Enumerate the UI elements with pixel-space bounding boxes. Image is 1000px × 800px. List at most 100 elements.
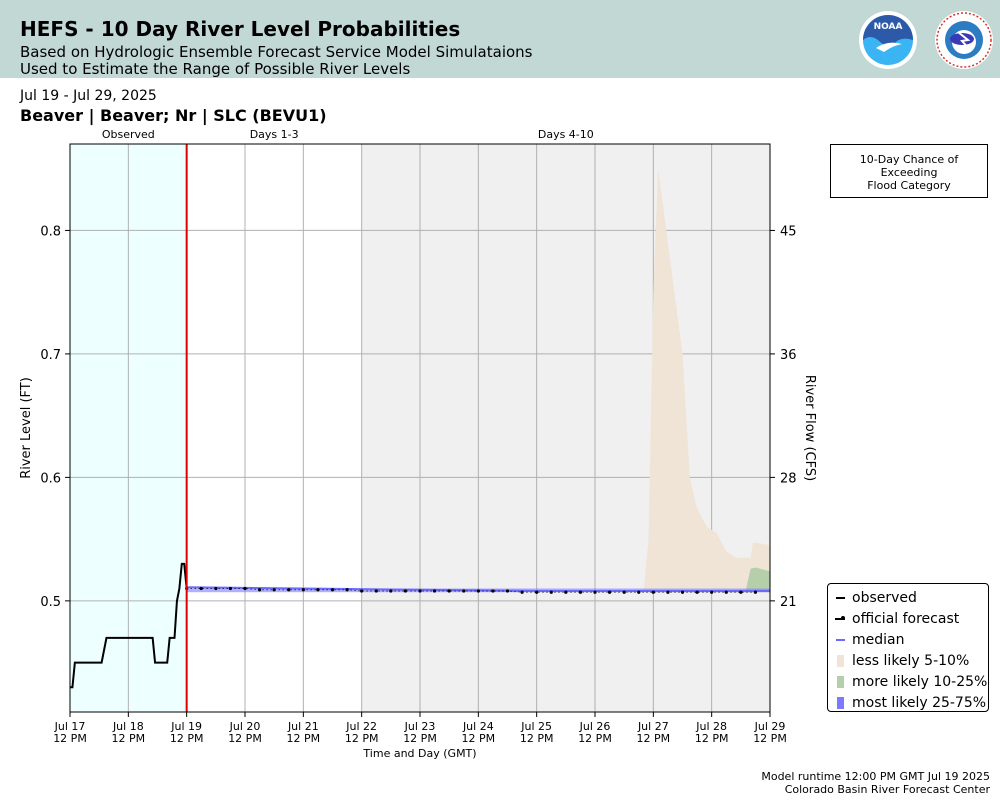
x-tick-time-0: 12 PM <box>53 732 87 745</box>
y-right-tick-label-0: 21 <box>780 595 797 610</box>
forecast-point-36 <box>710 590 714 594</box>
forecast-point-25 <box>549 590 553 594</box>
forecast-point-7 <box>287 588 291 592</box>
model-runtime: Model runtime 12:00 PM GMT Jul 19 2025 <box>761 770 990 783</box>
x-axis-label: Time and Day (GMT) <box>362 747 476 760</box>
region-2 <box>361 144 770 712</box>
x-tick-day-6: Jul 23 <box>404 720 436 733</box>
legend-label-2: median <box>852 631 905 648</box>
forecast-point-8 <box>301 588 305 592</box>
x-tick-day-3: Jul 20 <box>229 720 261 733</box>
x-tick-time-4: 12 PM <box>287 732 321 745</box>
region-label-0: Observed <box>102 128 155 141</box>
region-label-2: Days 4-10 <box>538 128 594 141</box>
page-header: HEFS - 10 Day River Level Probabilities … <box>0 0 1000 78</box>
forecast-point-20 <box>476 589 480 593</box>
forecast-point-28 <box>593 590 597 594</box>
x-tick-day-5: Jul 22 <box>345 720 377 733</box>
legend-item-3: less likely 5-10% <box>834 650 988 671</box>
forecast-point-37 <box>724 590 728 594</box>
legend-label-5: most likely 25-75% <box>852 694 987 711</box>
legend-swatch-5 <box>834 696 846 709</box>
forecast-point-5 <box>257 588 262 592</box>
legend-item-4: more likely 10-25% <box>834 671 988 692</box>
legend-item-0: observed <box>834 587 988 608</box>
x-tick-day-12: Jul 29 <box>754 720 786 733</box>
x-tick-day-11: Jul 28 <box>695 720 727 733</box>
forecast-point-2 <box>214 586 218 591</box>
forecast-point-26 <box>564 590 568 594</box>
x-tick-day-8: Jul 25 <box>520 720 552 733</box>
x-tick-time-12: 12 PM <box>753 732 787 745</box>
legend-swatch-3 <box>834 654 846 667</box>
legend-item-2: median <box>834 629 988 650</box>
forecast-point-9 <box>316 588 320 592</box>
y-tick-label-2: 0.7 <box>40 348 61 363</box>
x-tick-time-11: 12 PM <box>695 732 729 745</box>
less-likely-band <box>643 168 770 593</box>
y-right-tick-label-1: 28 <box>780 471 797 486</box>
forecast-point-27 <box>578 590 583 594</box>
legend-item-1: official forecast <box>834 608 988 629</box>
x-tick-day-4: Jul 21 <box>287 720 319 733</box>
flood-category-box: 10-Day Chance of Exceeding Flood Categor… <box>830 144 988 198</box>
forecast-point-35 <box>695 590 699 594</box>
x-tick-day-9: Jul 26 <box>579 720 611 733</box>
x-tick-day-2: Jul 19 <box>170 720 202 733</box>
x-tick-time-8: 12 PM <box>520 732 554 745</box>
x-tick-time-6: 12 PM <box>403 732 437 745</box>
forecast-point-23 <box>520 590 524 594</box>
page-title: HEFS - 10 Day River Level Probabilities <box>20 17 461 41</box>
page-subtitle-line1: Based on Hydrologic Ensemble Forecast Se… <box>20 43 533 61</box>
legend-label-1: official forecast <box>852 610 960 627</box>
y-tick-label-0: 0.5 <box>40 595 61 610</box>
y-axis-label: River Level (FT) <box>19 377 34 479</box>
forecast-point-22 <box>505 589 510 593</box>
legend-swatch-2 <box>834 638 846 641</box>
forecast-point-6 <box>272 588 276 592</box>
footer: Model runtime 12:00 PM GMT Jul 19 2025 C… <box>761 770 990 796</box>
x-tick-time-9: 12 PM <box>578 732 612 745</box>
nws-logo <box>935 11 993 69</box>
x-tick-time-7: 12 PM <box>462 732 496 745</box>
forecast-point-30 <box>622 590 626 594</box>
legend-label-0: observed <box>852 589 917 606</box>
page-subtitle-line2: Used to Estimate the Range of Possible R… <box>20 60 411 78</box>
y-right-tick-label-3: 45 <box>780 224 797 239</box>
date-range: Jul 19 - Jul 29, 2025 <box>20 88 157 104</box>
legend-label-3: less likely 5-10% <box>852 652 970 669</box>
y-axis-label-right: River Flow (CFS) <box>802 375 817 481</box>
forecast-point-21 <box>491 589 495 593</box>
forecast-point-11 <box>345 588 349 592</box>
chart-legend: observed official forecast median less like… <box>827 583 989 712</box>
forecast-point-10 <box>330 588 335 592</box>
forecast-point-34 <box>680 590 685 594</box>
x-tick-time-2: 12 PM <box>170 732 204 745</box>
legend-label-4: more likely 10-25% <box>852 673 988 690</box>
flood-box-line3: Flood Category <box>867 179 951 192</box>
forecast-point-15 <box>403 589 408 593</box>
x-tick-day-10: Jul 27 <box>637 720 669 733</box>
forecast-point-19 <box>462 589 466 593</box>
observed-line <box>70 562 188 689</box>
flood-box-line1: 10-Day Chance of <box>859 153 959 166</box>
forecast-point-12 <box>360 589 364 593</box>
y-tick-label-1: 0.6 <box>40 471 61 486</box>
forecast-point-1 <box>199 586 203 591</box>
x-tick-time-10: 12 PM <box>637 732 671 745</box>
forecast-point-33 <box>666 590 670 594</box>
official-forecast-line <box>186 588 756 593</box>
noaa-logo: NOAA <box>859 11 917 69</box>
y-right-tick-label-2: 36 <box>780 348 797 363</box>
forecast-point-24 <box>535 590 539 594</box>
forecast-point-32 <box>651 590 655 594</box>
legend-swatch-1 <box>834 615 846 620</box>
region-1 <box>186 144 362 712</box>
x-tick-time-3: 12 PM <box>228 732 262 745</box>
forecast-point-14 <box>389 589 393 593</box>
forecast-point-17 <box>432 589 437 593</box>
forecast-center: Colorado Basin River Forecast Center <box>784 783 990 796</box>
forecast-point-38 <box>739 590 743 594</box>
region-label-1: Days 1-3 <box>250 128 299 141</box>
